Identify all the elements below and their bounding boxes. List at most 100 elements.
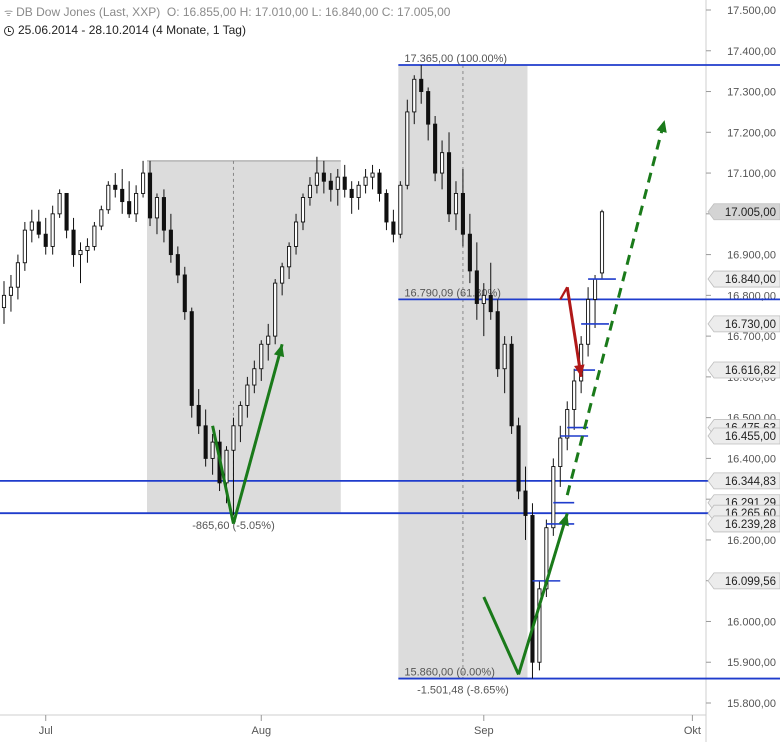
candle-body bbox=[15, 262, 20, 288]
candle-body bbox=[592, 278, 598, 300]
candle-body bbox=[147, 172, 153, 219]
level-label: 17.365,00 (100.00%) bbox=[404, 53, 507, 65]
candle-body bbox=[370, 172, 375, 178]
price-tag-label: 16.239,28 bbox=[725, 519, 776, 531]
candle-body bbox=[231, 425, 236, 451]
candle-body bbox=[141, 172, 146, 194]
candle-body bbox=[509, 343, 514, 427]
candle-body bbox=[356, 184, 361, 198]
candle-body bbox=[238, 404, 243, 427]
candle-body bbox=[426, 91, 431, 125]
candle-body bbox=[273, 282, 278, 337]
candle-body bbox=[245, 384, 250, 406]
level-label: 15.860,00 (0.00%) bbox=[404, 667, 495, 679]
candle-body bbox=[106, 184, 111, 211]
y-tick-label: 16.000,00 bbox=[727, 616, 776, 628]
candle-body bbox=[377, 172, 382, 194]
candle-body bbox=[481, 294, 486, 304]
candle-body bbox=[335, 176, 340, 190]
candle-body bbox=[266, 335, 271, 345]
x-tick-label: Okt bbox=[684, 725, 701, 737]
green-arrow-aug-head bbox=[273, 344, 285, 358]
price-tag-bg bbox=[707, 515, 780, 533]
price-tag-bg bbox=[707, 572, 780, 590]
candle-body bbox=[127, 201, 132, 215]
price-tag-label: 17.005,00 bbox=[725, 207, 776, 219]
green-arrow-aug-shaft bbox=[232, 343, 284, 525]
y-tick-label: 17.100,00 bbox=[727, 168, 776, 180]
price-tag-bg bbox=[707, 315, 780, 333]
candle-body bbox=[384, 192, 389, 223]
candle-body bbox=[544, 527, 549, 590]
candle-body bbox=[8, 286, 14, 296]
candle-body bbox=[530, 515, 535, 663]
y-tick-label: 16.400,00 bbox=[727, 453, 776, 465]
x-tick-label: Sep bbox=[474, 725, 494, 737]
price-tag-label: 16.455,00 bbox=[725, 431, 776, 443]
candle-body bbox=[453, 192, 459, 215]
candle-body bbox=[363, 176, 368, 186]
y-tick-label: 17.400,00 bbox=[727, 46, 776, 58]
candle-body bbox=[182, 274, 187, 313]
y-tick-label: 17.500,00 bbox=[727, 5, 776, 17]
retracement-zone-aug bbox=[147, 160, 341, 514]
ohlc-readout: O: 16.855,00 H: 17.010,00 L: 16.840,00 C… bbox=[166, 5, 451, 19]
candle-body bbox=[398, 184, 403, 235]
price-tag-label: 16.616,82 bbox=[725, 365, 776, 377]
candle-body bbox=[300, 197, 306, 223]
candle-body bbox=[586, 298, 591, 345]
y-tick-label: 16.700,00 bbox=[727, 331, 776, 343]
price-tag-bg bbox=[707, 472, 780, 490]
price-tag: 16.455,00 bbox=[707, 427, 780, 445]
candle-body bbox=[551, 466, 556, 529]
candle-body bbox=[203, 425, 208, 459]
y-tick-label: 17.300,00 bbox=[727, 87, 776, 99]
red-arrow-down bbox=[565, 286, 585, 378]
green-dashed-target-arrow bbox=[565, 119, 667, 496]
price-tag-bg bbox=[707, 427, 780, 445]
candle-body bbox=[1, 294, 7, 309]
candle-body bbox=[252, 368, 257, 386]
chart-header: ᯤ DB Dow Jones (Last, XXP) O: 16.855,00 H… bbox=[4, 4, 450, 39]
candle-body bbox=[224, 449, 229, 484]
price-tag-bg bbox=[707, 203, 780, 221]
red-arrow-down-head bbox=[574, 364, 585, 377]
price-tag: 16.616,82 bbox=[707, 361, 780, 379]
candle-body bbox=[287, 245, 292, 268]
candle-body bbox=[259, 343, 264, 370]
candle-body bbox=[495, 311, 500, 370]
candle-body bbox=[474, 270, 479, 304]
candle-body bbox=[307, 184, 313, 198]
candle-body bbox=[537, 588, 542, 663]
y-tick-label: 17.200,00 bbox=[727, 127, 776, 139]
candle-body bbox=[293, 221, 299, 247]
x-tick-label: Aug bbox=[251, 725, 271, 737]
candle-body bbox=[419, 78, 424, 92]
candle-body bbox=[314, 172, 319, 186]
candle-body bbox=[36, 221, 41, 235]
price-tag: 17.005,00 bbox=[707, 203, 780, 221]
y-tick-label: 16.800,00 bbox=[727, 290, 776, 302]
price-tag: 16.730,00 bbox=[707, 315, 780, 333]
price-tag-label: 16.730,00 bbox=[725, 319, 776, 331]
price-tag-label: 16.344,83 bbox=[725, 476, 776, 488]
candle-body bbox=[78, 250, 83, 256]
price-tag: 16.344,83 bbox=[707, 472, 780, 490]
candle-body bbox=[280, 266, 285, 284]
candle-body bbox=[467, 233, 472, 272]
green-arrow-oct-head bbox=[558, 513, 569, 527]
candle-body bbox=[22, 229, 27, 264]
drop-annotation-oct: -1.501,48 (-8.65%) bbox=[417, 685, 509, 697]
price-tag-label: 16.840,00 bbox=[725, 274, 776, 286]
candle-body bbox=[210, 441, 215, 459]
y-tick-label: 15.900,00 bbox=[727, 657, 776, 669]
date-range-line: 25.06.2014 - 28.10.2014 (4 Monate, 1 Tag… bbox=[4, 22, 450, 39]
red-arrow-down-shaft bbox=[565, 286, 583, 378]
candle-body bbox=[433, 123, 438, 174]
candle-body bbox=[92, 225, 97, 247]
candle-body bbox=[523, 490, 528, 516]
candle-body bbox=[168, 229, 173, 256]
price-tag-label: 16.099,56 bbox=[725, 576, 776, 588]
candle-body bbox=[99, 209, 104, 227]
price-tag-bg bbox=[707, 270, 780, 288]
